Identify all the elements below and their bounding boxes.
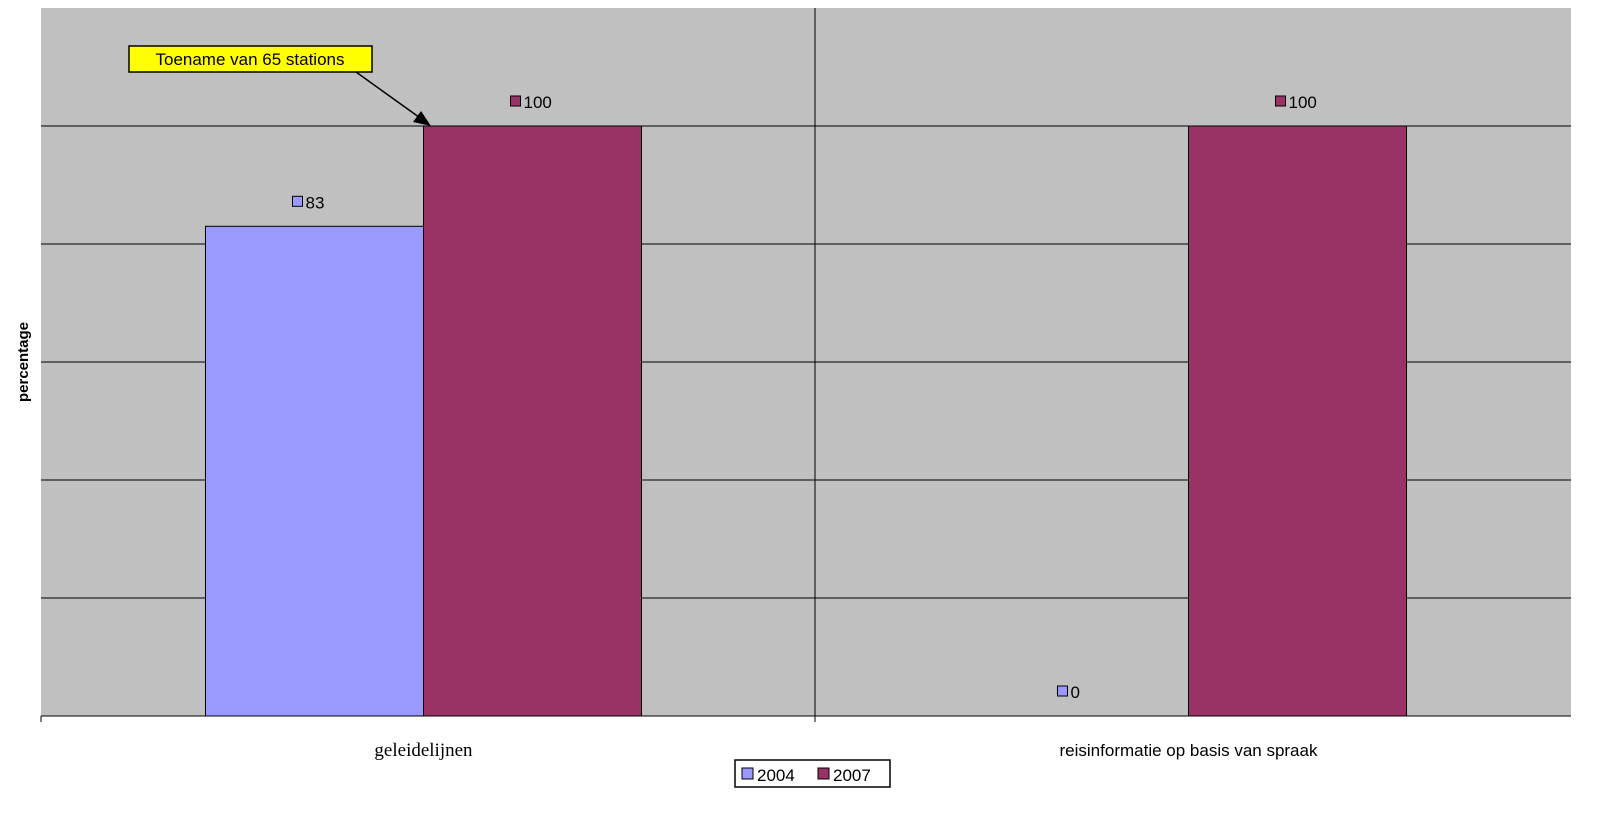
x-tick-label: reisinformatie op basis van spraak — [1060, 741, 1318, 760]
bar-2007-0 — [423, 125, 643, 717]
legend-label-2004: 2004 — [757, 766, 795, 785]
bar-2007-1 — [1188, 125, 1408, 717]
bar-2004-0 — [204, 225, 424, 717]
arrow-head-icon — [413, 111, 431, 126]
data-label: 100 — [524, 93, 552, 112]
legend-swatch-2007 — [817, 767, 830, 780]
x-tick-labels: geleidelijnen reisinformatie op basis van… — [374, 740, 1318, 761]
annotation: Toename van 65 stations — [128, 45, 431, 126]
legend-box — [734, 759, 891, 788]
data-label-key-icon — [510, 95, 522, 107]
data-label: 0 — [1070, 683, 1079, 702]
data-label-key-icon — [1275, 95, 1287, 107]
data-labels: 83 100 0 100 — [291, 93, 1317, 702]
data-label: 100 — [1289, 93, 1317, 112]
bars — [204, 125, 1408, 717]
y-axis-label: percentage — [15, 322, 32, 402]
annotation-box — [128, 45, 373, 73]
legend-label-2007: 2007 — [833, 766, 871, 785]
annotation-arrow — [355, 71, 424, 121]
data-label: 83 — [305, 193, 324, 212]
annotation-text: Toename van 65 stations — [155, 50, 344, 69]
data-label-key-icon — [1056, 685, 1068, 697]
x-tick-label: geleidelijnen — [374, 740, 473, 761]
data-label-key-icon — [291, 195, 303, 207]
legend-swatch-2004 — [741, 767, 754, 780]
legend: 2004 2007 — [734, 759, 891, 788]
